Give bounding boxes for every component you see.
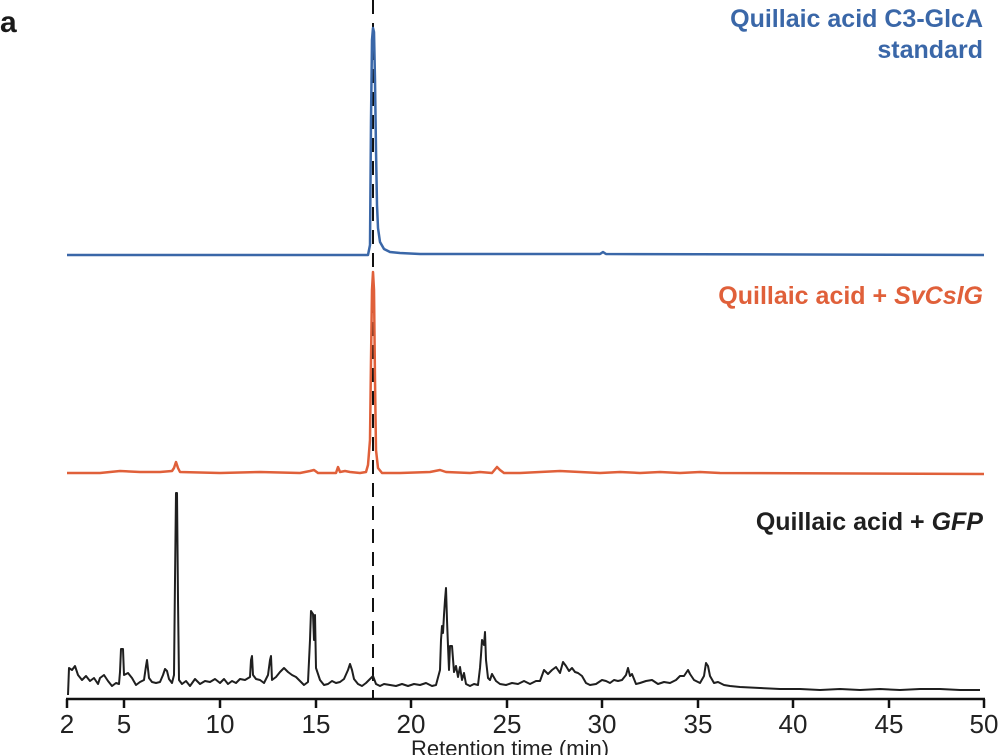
legend-svcslg: Quillaic acid + SvCslG [718,281,983,312]
tick-label: 15 [302,709,331,739]
tick-label: 45 [875,709,904,739]
tick-label: 25 [493,709,522,739]
tick-label: 2 [60,709,74,739]
legend-standard-line1: Quillaic acid C3-GlcA [730,5,983,33]
panel-letter: a [0,6,17,39]
legend-svcslg-prefix: Quillaic acid + [718,282,895,310]
tick-label: 10 [206,709,235,739]
legend-svcslg-gene: SvCslG [894,282,983,310]
legend-standard-line2: standard [877,36,983,64]
trace-standard [67,26,985,257]
legend-standard: Quillaic acid C3-GlcA standard [730,4,983,66]
trace-svcslg [67,270,985,476]
tick-label: 40 [779,709,808,739]
tick-label: 5 [117,709,131,739]
legend-gfp-prefix: Quillaic acid + [755,508,932,536]
legend-gfp: Quillaic acid + GFP [756,507,983,538]
tick-label: 30 [588,709,617,739]
trace-gfp [67,492,980,696]
x-axis-ticks [65,699,986,708]
x-axis-tick-labels: 2 5 10 15 20 25 30 35 40 45 50 [60,709,999,739]
x-axis-title: Retention time (min) [411,736,609,755]
legend-gfp-gene: GFP [931,508,983,536]
tick-label: 50 [970,709,999,739]
tick-label: 20 [397,709,426,739]
tick-label: 35 [684,709,713,739]
